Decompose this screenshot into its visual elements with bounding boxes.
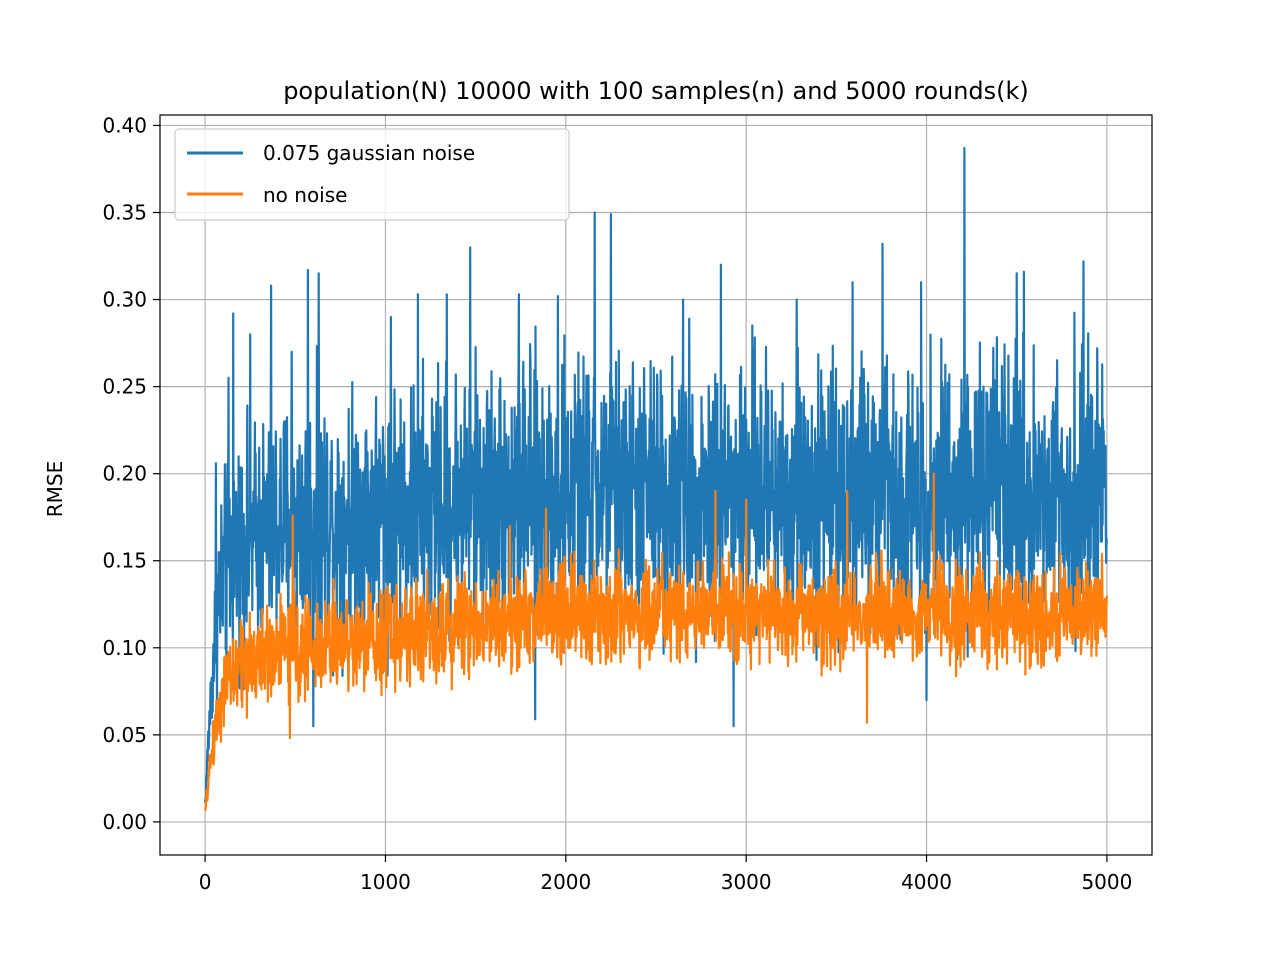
legend-label-no-noise: no noise <box>263 183 347 207</box>
legend-label-noise: 0.075 gaussian noise <box>263 141 475 165</box>
y-tick-label: 0.05 <box>102 723 147 747</box>
x-tick-label: 5000 <box>1081 870 1132 894</box>
x-tick-label: 3000 <box>721 870 772 894</box>
x-tick-label: 1000 <box>360 870 411 894</box>
y-tick-label: 0.40 <box>102 113 147 137</box>
legend: 0.075 gaussian noise no noise <box>174 128 570 221</box>
x-tick-label: 2000 <box>540 870 591 894</box>
axis-ticks: 0 1000 2000 3000 4000 5000 0.00 0.05 0.10 0.15 0.2… <box>102 113 1132 894</box>
legend-box <box>174 128 570 221</box>
y-tick-label: 0.25 <box>102 375 147 399</box>
y-tick-label: 0.35 <box>102 201 147 225</box>
y-axis-label: RMSE <box>43 461 67 517</box>
series-line-gaussian-noise <box>204 147 1108 804</box>
chart-title: population(N) 10000 with 100 samples(n) … <box>283 77 1029 105</box>
y-tick-label: 0.30 <box>102 288 147 312</box>
y-tick-label: 0.15 <box>102 549 147 573</box>
x-tick-label: 0 <box>199 870 212 894</box>
x-tick-label: 4000 <box>901 870 952 894</box>
series-line-no-noise <box>204 472 1108 812</box>
plot-frame <box>159 114 1153 856</box>
y-tick-label: 0.20 <box>102 462 147 486</box>
y-tick-label: 0.00 <box>102 810 147 834</box>
y-tick-label: 0.10 <box>102 636 147 660</box>
plot-series <box>204 147 1108 812</box>
